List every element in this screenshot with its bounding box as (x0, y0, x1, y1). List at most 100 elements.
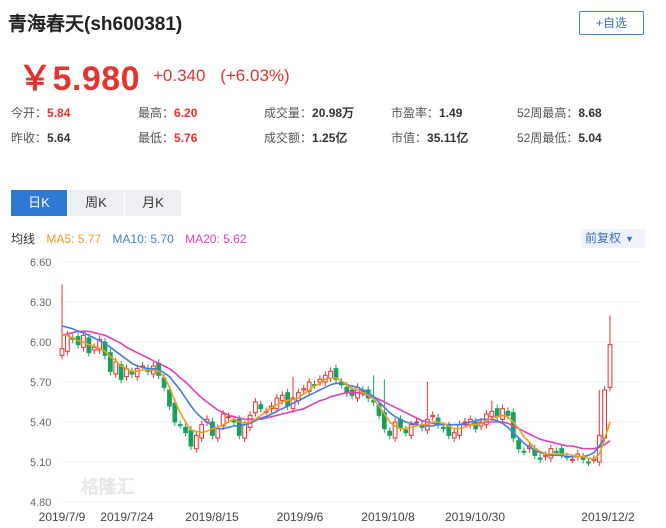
stat-open: 今开：5.84 (11, 106, 71, 120)
candle-body (167, 389, 172, 407)
candle-body (489, 410, 495, 418)
watermark: 格隆汇 (81, 476, 135, 498)
x-tick-label: 2019/8/15 (185, 510, 239, 524)
candle-body (414, 421, 419, 424)
candle-body (500, 408, 505, 420)
candle-body (285, 392, 291, 407)
x-tick-label: 2019/12/2 (581, 510, 635, 524)
x-tick-label: 2019/7/24 (100, 510, 154, 524)
candle-body (188, 429, 194, 447)
stat-market-cap: 市值：35.11亿 (391, 131, 469, 145)
candle-body (226, 416, 231, 419)
candle-body (494, 408, 500, 418)
price-change: +0.340 (+6.03%) (153, 66, 300, 86)
candle-body (430, 414, 436, 418)
stat-52w-high: 52周最高：8.68 (517, 106, 602, 120)
candle-body (59, 348, 65, 356)
candle-body (392, 421, 398, 439)
candle-body (537, 457, 543, 460)
kline-chart[interactable]: 6.60 6.30 6.00 5.70 5.40 5.10 4.80 格隆汇 2019/7/9 2… (0, 250, 666, 528)
candle-body (317, 378, 323, 383)
candle-body (441, 426, 446, 430)
candle-body (242, 424, 248, 439)
candle-body (97, 338, 102, 351)
change-percent: (+6.03%) (220, 66, 290, 85)
candle-body (258, 404, 264, 410)
tab-weekly[interactable]: 周K (68, 190, 125, 216)
stat-prev-close: 昨收：5.64 (11, 131, 71, 145)
candle-body (457, 424, 462, 436)
candle-body (64, 334, 70, 352)
candle-body (134, 368, 140, 378)
stat-pe: 市盈率：1.49 (391, 106, 463, 120)
x-tick-label: 2019/10/8 (361, 510, 415, 524)
adjust-label: 前复权 (585, 231, 622, 245)
ma20-legend: MA20: 5.62 (185, 232, 247, 246)
stat-high: 最高：6.20 (138, 106, 198, 120)
ma-legend: 均线 MA5: 5.77 MA10: 5.70 MA20: 5.62 (11, 230, 255, 247)
change-value: +0.340 (153, 66, 206, 85)
candle-body (570, 458, 575, 461)
candle-body (113, 361, 119, 375)
candle-body (102, 341, 108, 356)
current-price: ￥5.980 (18, 60, 141, 98)
tab-monthly[interactable]: 月K (125, 190, 182, 216)
stat-52w-low: 52周最低：5.04 (517, 131, 602, 145)
candle-body (543, 454, 548, 458)
candle-body (602, 389, 608, 439)
stat-volume: 成交量：20.98万 (264, 106, 355, 120)
stat-low: 最低：5.76 (138, 131, 198, 145)
candle-body (607, 344, 613, 388)
candle-body (177, 424, 183, 427)
tab-daily[interactable]: 日K (11, 190, 68, 216)
y-tick-label: 4.80 (30, 497, 51, 509)
candle-body (328, 370, 334, 379)
candle-body (306, 381, 312, 392)
candle-body (586, 461, 591, 464)
candle-body (333, 368, 339, 380)
x-tick-label: 2019/7/9 (39, 510, 86, 524)
ma20-line (61, 330, 611, 450)
add-watchlist-button[interactable]: +自选 (579, 11, 644, 35)
candle-body (505, 410, 511, 416)
candle-body (193, 434, 199, 450)
y-tick-label: 6.60 (30, 257, 51, 269)
period-tabs: 日K 周K 月K (11, 190, 182, 216)
candle-body (183, 426, 188, 434)
candle-body (279, 394, 285, 402)
candle-body (236, 418, 242, 436)
y-tick-label: 5.70 (30, 377, 51, 389)
ma10-line (61, 325, 606, 458)
candle-body (199, 424, 205, 439)
ma5-legend: MA5: 5.77 (46, 232, 102, 246)
candle-body (220, 413, 226, 427)
ma-label: 均线 (11, 232, 36, 246)
candle-body (253, 401, 258, 414)
x-tick-label: 2019/9/6 (277, 510, 324, 524)
caret-down-icon: ▼ (625, 234, 634, 244)
candle-body (408, 424, 414, 436)
candle-body (451, 432, 457, 439)
candle-body (172, 402, 178, 423)
y-tick-label: 5.10 (30, 457, 51, 469)
candle-body (553, 450, 559, 453)
ma10-legend: MA10: 5.70 (112, 232, 174, 246)
candle-body (387, 430, 393, 436)
adjust-dropdown[interactable]: 前复权 ▼ (581, 229, 645, 248)
y-tick-label: 6.00 (30, 337, 51, 349)
ma5-line (62, 334, 611, 461)
y-tick-label: 6.30 (30, 297, 51, 309)
candle-body (344, 386, 350, 394)
candle-body (516, 440, 522, 450)
y-tick-label: 5.40 (30, 417, 51, 429)
candle-body (521, 450, 527, 453)
stat-turnover: 成交额：1.25亿 (264, 131, 348, 145)
page-title: 青海春天(sh600381) (8, 14, 183, 35)
candle-body (91, 346, 97, 351)
candle-body (403, 429, 409, 434)
x-tick-label: 2019/10/30 (445, 510, 505, 524)
candle-body (107, 352, 113, 372)
candle-body (118, 364, 124, 380)
candle-body (301, 388, 307, 391)
candle-body (215, 428, 221, 439)
